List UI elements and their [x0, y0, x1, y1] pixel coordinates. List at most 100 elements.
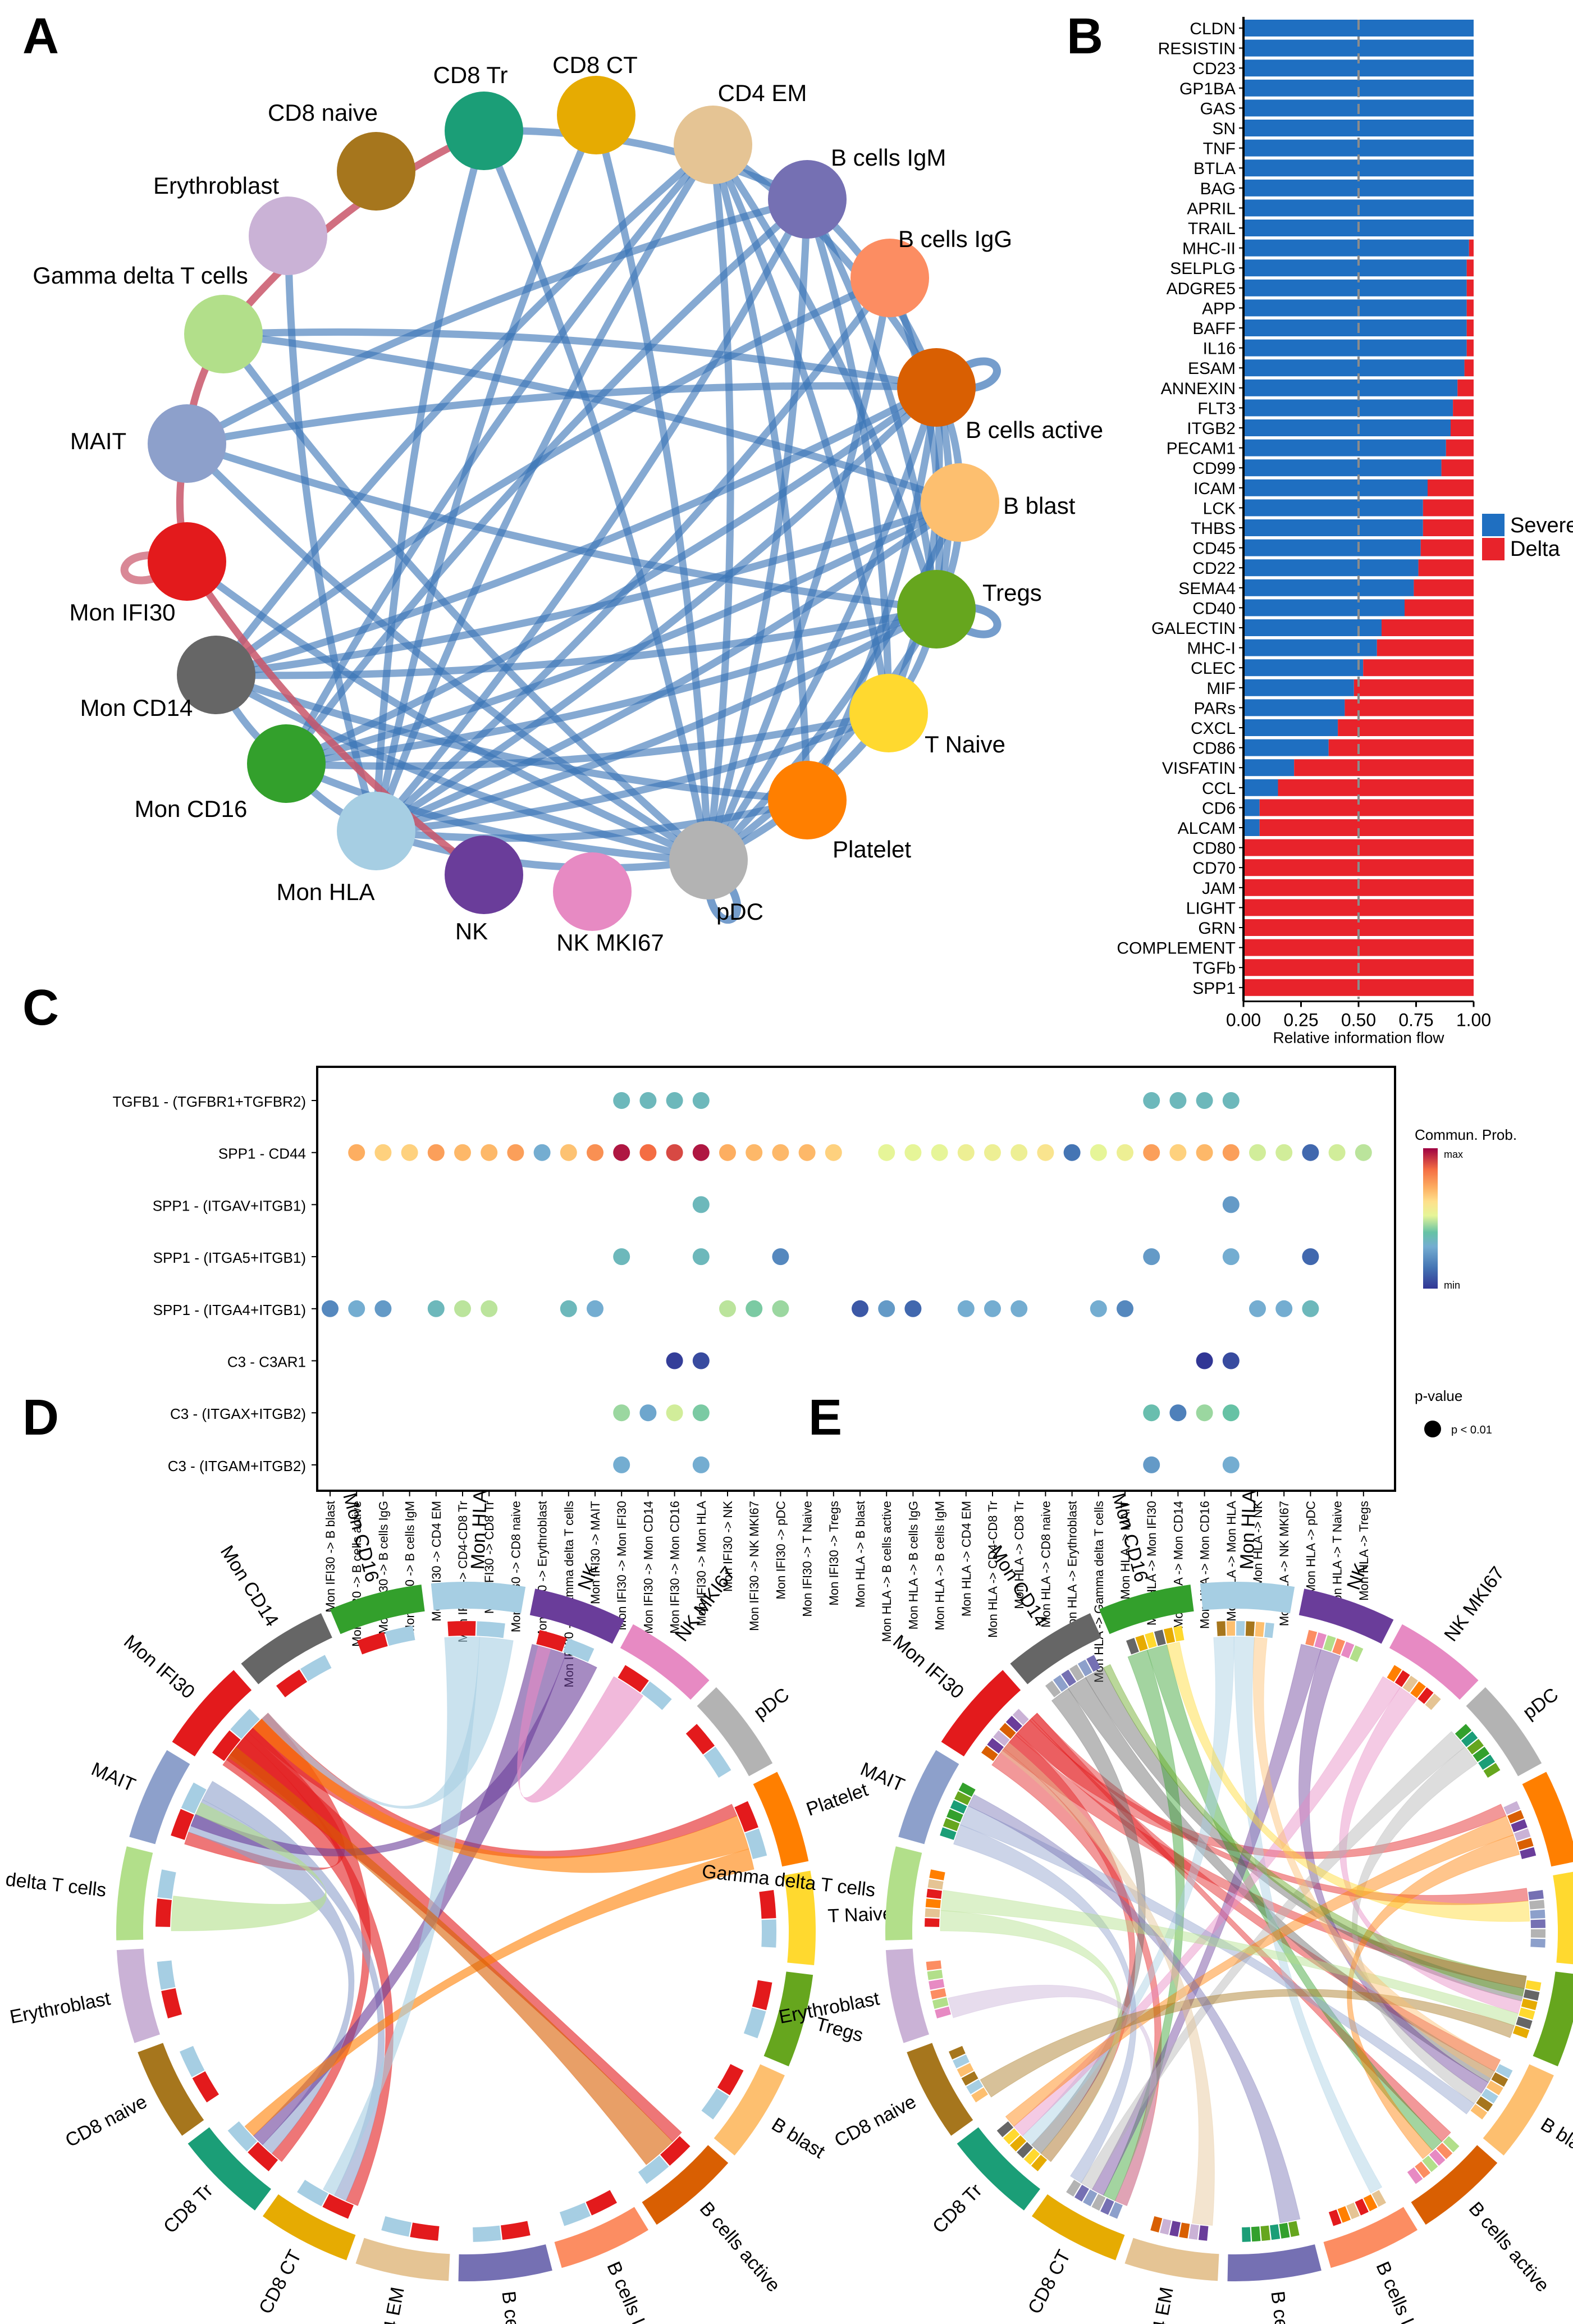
target-block [929, 1869, 945, 1880]
bar-delta-cd22 [1418, 559, 1474, 577]
pvalue-title: p-value [1415, 1387, 1462, 1404]
col-label: Mon IFI30 -> pDC [774, 1501, 788, 1600]
edge-pdc-to-cd8-ct [592, 111, 712, 864]
dot-spp1-itga5-itgb1-mon-ifi30-mon-hla [692, 1248, 710, 1266]
bar-severe-sema4 [1243, 579, 1414, 596]
bar-severe-app [1243, 299, 1467, 317]
sector-label-t-naive: T Naive [827, 1903, 894, 1927]
target-block [981, 1746, 998, 1761]
node-label-b-cells-active: B cells active [966, 417, 1103, 443]
target-block [1371, 2190, 1387, 2207]
link-cd4-em-to-mon-ifi30 [1000, 1742, 1215, 2226]
target-block [1245, 1621, 1255, 1637]
target-block [1169, 2221, 1181, 2237]
target-block [618, 1665, 649, 1693]
target-block [227, 2121, 258, 2152]
row-label: TGFB1 - (TGFBR1+TGFBR2) [112, 1093, 306, 1110]
plot-frame [316, 1066, 1396, 1492]
node-label-mon-ifi30: Mon IFI30 [69, 599, 175, 625]
target-block [385, 1626, 415, 1646]
edge-pdc-to-mait [183, 440, 712, 864]
target-block [230, 1709, 260, 1739]
bar-delta-lck [1423, 499, 1474, 517]
colorbar [1423, 1148, 1438, 1289]
category-label-cd40: CD40 [1192, 599, 1236, 618]
node-label-cd4-em: CD4 EM [718, 80, 807, 106]
target-block [1491, 2072, 1508, 2087]
sector-label-b-cells-active: B cells active [1465, 2198, 1553, 2296]
node-label-b-cells-igg: B cells IgG [898, 226, 1012, 252]
dot-c3-itgax-itgb2-mon-ifi30-mon-cd16 [666, 1404, 683, 1422]
edge-b-cells-active-to-gamma-delta-t-cells [220, 328, 940, 391]
points [322, 1092, 1372, 1473]
sector-erythroblast [885, 1948, 929, 2043]
category-label-mhc-ii: MHC-II [1182, 240, 1236, 258]
target-block [1163, 1627, 1176, 1644]
category-label-cd70: CD70 [1192, 859, 1236, 878]
dot-spp1-cd44-mon-hla-mon-cd14 [1169, 1144, 1187, 1161]
col-label: Mon IFI30 -> Tregs [827, 1501, 841, 1605]
target-block [1009, 2135, 1027, 2152]
target-block [1154, 1629, 1166, 1646]
target-block [536, 1629, 567, 1652]
target-block [1126, 1637, 1139, 1655]
target-block [660, 2136, 691, 2166]
target-block [703, 1746, 731, 1778]
target-block [929, 1979, 945, 1990]
category-label-tgfb: TGFb [1192, 959, 1236, 978]
node-label-b-blast: B blast [1003, 492, 1076, 519]
nodes: CD8 naive CD8 Tr CD8 CT CD4 EM B cells IgM B … [33, 52, 1103, 956]
target-block [1045, 1681, 1061, 1697]
target-block [586, 2190, 618, 2216]
bar-severe-cd22 [1243, 559, 1419, 577]
target-block [1305, 1629, 1318, 1646]
category-label-cd23: CD23 [1192, 60, 1236, 78]
target-block [1160, 2218, 1172, 2235]
target-block [930, 1988, 946, 1999]
node-label-platelet: Platelet [833, 836, 911, 862]
dot-spp1-cd44-mon-ifi30-b-cells-igg [374, 1144, 392, 1161]
category-label-tnf: TNF [1203, 140, 1236, 158]
sector-mon-cd16 [1099, 1585, 1194, 1634]
link-mon-ifi30-to-b-blast [1017, 1718, 1501, 2072]
link-pdc-to-cd8-ct [1081, 1731, 1466, 2190]
target-block [999, 1723, 1016, 1739]
node-mon-cd14 [177, 636, 255, 714]
sector-cd8-tr [188, 2127, 271, 2211]
dot-c3-itgam-itgb2-mon-ifi30-mon-hla [692, 1456, 710, 1473]
link-mon-ifi30-to-platelet [1015, 1719, 1507, 1859]
target-block [1425, 1693, 1441, 1710]
node-label-mon-cd16: Mon CD16 [135, 796, 248, 822]
category-label-cxcl: CXCL [1191, 719, 1236, 738]
bar-severe-lck [1243, 499, 1423, 517]
category-label-selplg: SELPLG [1170, 259, 1236, 278]
target-block [638, 2155, 669, 2184]
target-block [1061, 1669, 1077, 1687]
target-block [1525, 1980, 1542, 1991]
target-block [1486, 2080, 1503, 2095]
row-label: SPP1 - CD44 [218, 1145, 306, 1162]
edge-tregs-to-pdc [705, 605, 940, 864]
node-label-cd8-tr: CD8 Tr [433, 62, 507, 88]
dot-spp1-itga4-itgb1-mon-hla-mait [1117, 1300, 1133, 1317]
dot-spp1-cd44-mon-ifi30-nk [719, 1144, 736, 1161]
edge-pdc-to-mon-ifi30 [183, 558, 712, 864]
target-block [1288, 2221, 1300, 2237]
target-block [501, 2221, 531, 2240]
category-label-grn: GRN [1198, 919, 1236, 938]
category-label-cd22: CD22 [1192, 559, 1236, 578]
link-nk-mki67-to-tregs [1339, 1687, 1522, 2014]
dot-spp1-itgav-itgb1-mon-ifi30-mon-hla [692, 1196, 710, 1213]
node-label-mon-hla: Mon HLA [276, 879, 374, 905]
target-block [1255, 1622, 1265, 1637]
node-cd8-naive [337, 132, 415, 211]
col-label: Mon HLA -> CD4-CD8 Tr [986, 1501, 1000, 1638]
edge-cd4-em-to-pdc [705, 141, 734, 864]
edge-pdc-to-gamma-delta-t-cells [220, 330, 712, 864]
dot-tgfb1-tgfbr1-tgfbr2-mon-ifi30-mon-hla [692, 1092, 710, 1109]
sector-platelet [753, 1771, 809, 1867]
target-block [171, 1809, 194, 1840]
target-block [1069, 1664, 1085, 1682]
